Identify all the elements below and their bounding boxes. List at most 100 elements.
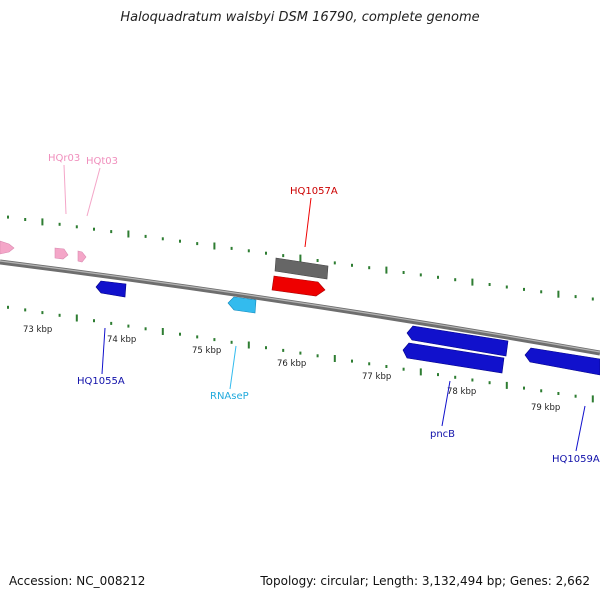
major-tick <box>419 368 422 376</box>
scale-label: 73 kbp <box>23 325 52 335</box>
scale-label: 76 kbp <box>277 359 306 369</box>
minor-tick <box>196 335 199 339</box>
minor-tick <box>454 375 457 379</box>
minor-tick <box>471 378 474 382</box>
minor-tick <box>7 215 9 219</box>
minor-tick <box>230 246 233 250</box>
trna-feature-hqr03[interactable] <box>54 247 69 260</box>
minor-tick <box>591 297 594 301</box>
gene-pncb[interactable] <box>402 342 505 374</box>
minor-tick <box>368 266 371 270</box>
minor-tick <box>75 225 78 229</box>
major-tick <box>557 290 560 298</box>
minor-tick <box>58 313 61 317</box>
major-tick <box>505 381 508 389</box>
minor-tick <box>437 373 439 377</box>
minor-tick <box>505 285 508 289</box>
trna-feature-hqt03[interactable] <box>77 250 87 263</box>
minor-tick <box>213 338 216 342</box>
minor-tick <box>110 230 113 234</box>
minor-tick <box>574 394 577 398</box>
minor-tick <box>93 227 95 231</box>
gene-hq1055a[interactable] <box>95 280 127 298</box>
minor-tick <box>282 254 285 258</box>
minor-tick <box>127 324 130 328</box>
major-tick <box>75 314 78 322</box>
leader-pncb <box>441 380 451 427</box>
label-hq1059a[interactable]: HQ1059A <box>552 454 600 465</box>
minor-tick <box>385 365 388 368</box>
gene-hq1059a[interactable] <box>524 347 600 376</box>
minor-tick <box>351 359 353 363</box>
label-hqr03[interactable]: HQr03 <box>48 153 80 164</box>
minor-tick <box>488 283 491 286</box>
label-pncb[interactable]: pncB <box>430 429 455 440</box>
minor-tick <box>247 249 250 253</box>
outer-tick-track <box>7 215 594 301</box>
major-tick <box>161 328 164 335</box>
label-rnasep[interactable]: RNAseP <box>210 391 249 402</box>
leader-hq1059a <box>575 405 586 452</box>
minor-tick <box>93 319 95 323</box>
genome-summary-text: Topology: circular; Length: 3,132,494 bp… <box>260 574 590 588</box>
minor-tick <box>454 278 457 282</box>
minor-tick <box>316 259 319 262</box>
minor-tick <box>299 351 302 355</box>
minor-tick <box>161 237 164 241</box>
major-tick <box>385 266 388 274</box>
minor-tick <box>402 367 405 371</box>
minor-tick <box>351 263 353 267</box>
leader-hq1055a <box>101 327 106 375</box>
minor-tick <box>316 354 319 358</box>
minor-tick <box>368 362 371 366</box>
gene-hq1057a[interactable] <box>271 275 326 297</box>
leader-rnasep <box>229 345 237 390</box>
minor-tick <box>265 251 267 255</box>
major-tick <box>333 355 336 362</box>
minor-tick <box>41 311 44 315</box>
map-title: Haloquadratum walsbyi DSM 16790, complet… <box>120 10 480 25</box>
label-hq1057a[interactable]: HQ1057A <box>290 186 338 197</box>
major-tick <box>591 395 594 403</box>
label-hq1055a[interactable]: HQ1055A <box>77 376 125 387</box>
minor-tick <box>419 273 422 277</box>
minor-tick <box>196 242 199 246</box>
minor-tick <box>488 381 491 385</box>
major-tick <box>127 230 130 238</box>
trna-feature-left[interactable] <box>0 240 15 255</box>
genome-backbone-highlight <box>0 260 600 353</box>
minor-tick <box>24 218 27 221</box>
scale-label: 74 kbp <box>107 335 136 345</box>
minor-tick <box>179 239 181 243</box>
major-tick <box>213 242 216 250</box>
gene-hq1057a-shadow[interactable] <box>274 257 329 280</box>
minor-tick <box>574 295 577 299</box>
minor-tick <box>179 332 181 336</box>
genome-backbone <box>0 259 600 356</box>
scale-label: 79 kbp <box>531 403 560 413</box>
gene-rnasep[interactable] <box>227 296 257 314</box>
scale-label: 78 kbp <box>447 387 476 397</box>
leader-hqt03 <box>86 167 101 217</box>
minor-tick <box>7 305 9 309</box>
minor-tick <box>557 392 560 395</box>
accession-text: Accession: NC_008212 <box>9 574 146 588</box>
minor-tick <box>523 386 525 390</box>
label-hqt03[interactable]: HQt03 <box>86 156 118 167</box>
minor-tick <box>540 389 543 393</box>
gene-pncb-upper[interactable] <box>406 325 509 357</box>
minor-tick <box>437 275 439 279</box>
scale-label: 77 kbp <box>362 372 391 382</box>
minor-tick <box>540 290 543 294</box>
major-tick <box>471 278 474 286</box>
minor-tick <box>265 346 267 350</box>
leader-hqr03 <box>63 164 67 215</box>
leader-hq1057a <box>304 197 312 248</box>
minor-tick <box>144 234 147 238</box>
minor-tick <box>58 222 61 226</box>
scale-label-group: 73 kbp 74 kbp 75 kbp 76 kbp 77 kbp 78 kbp 79 k… <box>23 325 560 413</box>
major-tick <box>41 218 44 226</box>
major-tick <box>299 254 302 262</box>
